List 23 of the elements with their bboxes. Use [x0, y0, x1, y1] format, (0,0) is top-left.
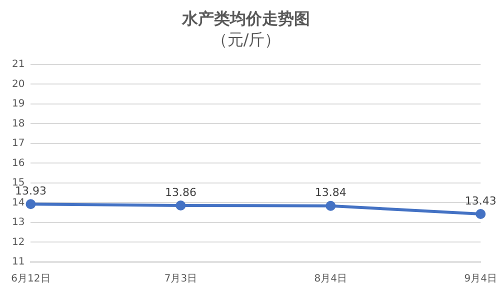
point: [26, 199, 36, 210]
data-label: 13.86: [164, 186, 196, 199]
x-tick-label: 7月3日: [164, 274, 198, 285]
data-label: 13.43: [464, 194, 496, 208]
x-tick-label: 8月4日: [314, 274, 348, 285]
x-tick-label: 9月4日: [464, 274, 498, 285]
point: [476, 208, 486, 219]
x-tick-label: 6月12日: [11, 274, 50, 285]
y-tick-label: 16: [12, 158, 25, 169]
y-tick-label: 21: [12, 58, 25, 70]
y-tick-label: 11: [12, 256, 25, 268]
chart-subtitle: （元/斤）: [211, 30, 281, 49]
y-tick-label: 19: [12, 98, 25, 110]
point: [176, 200, 186, 210]
chart-title: 水产类均价走势图: [181, 8, 310, 28]
data-label: 13.84: [314, 186, 346, 200]
y-tick-label: 13: [12, 217, 25, 228]
y-tick-label: 18: [12, 118, 25, 130]
y-tick-label: 20: [12, 78, 25, 90]
y-tick-label: 17: [12, 138, 25, 150]
y-tick-label: 14: [12, 197, 25, 208]
y-tick-label: 12: [12, 236, 25, 248]
point: [326, 200, 336, 211]
